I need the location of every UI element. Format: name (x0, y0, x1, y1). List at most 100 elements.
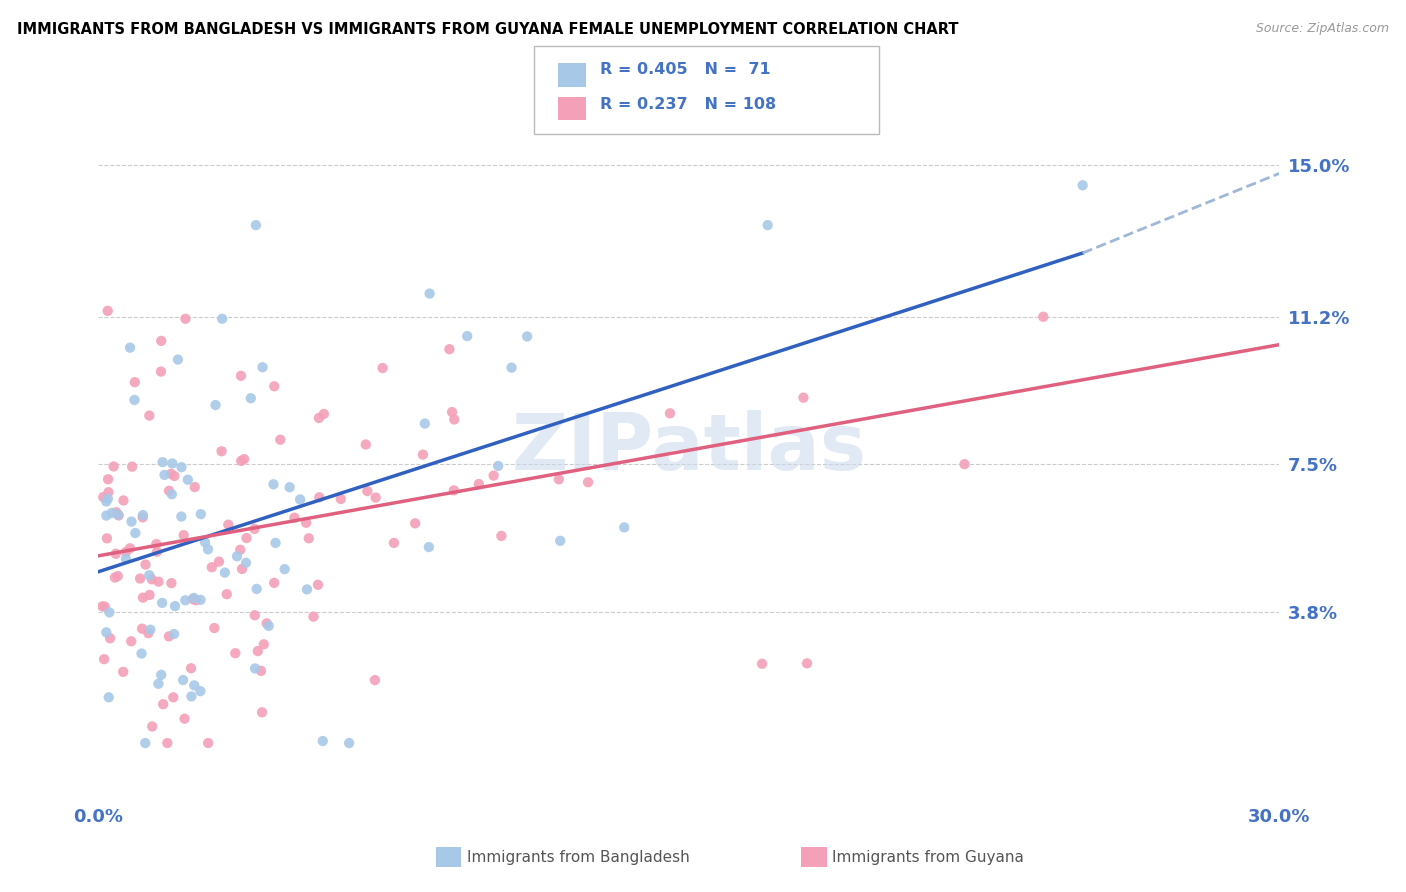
Point (312, 407, 335, 421)
Point (148, 574, 170, 589)
Point (288, 492, 311, 507)
Point (103, 459, 125, 474)
Point (263, 575, 285, 590)
Point (121, 459, 143, 474)
Point (131, 647, 153, 661)
Point (97, 690, 120, 705)
Point (131, 622, 153, 636)
Point (211, 444, 233, 458)
Point (156, 736, 179, 750)
Point (235, 556, 257, 570)
Point (419, 286, 441, 301)
Point (150, 596, 173, 610)
Point (107, 508, 129, 523)
Text: ZIPatlas: ZIPatlas (512, 410, 866, 486)
Point (382, 536, 405, 550)
Point (121, 515, 143, 529)
Point (1071, 178, 1094, 193)
Point (96, 532, 118, 546)
Point (211, 311, 233, 326)
Point (329, 491, 352, 506)
Point (96, 494, 118, 508)
Point (96, 625, 118, 640)
Point (224, 646, 246, 660)
Point (124, 375, 146, 389)
Text: IMMIGRANTS FROM BANGLADESH VS IMMIGRANTS FROM GUYANA FEMALE UNEMPLOYMENT CORRELA: IMMIGRANTS FROM BANGLADESH VS IMMIGRANTS… (17, 22, 959, 37)
Point (107, 569, 129, 583)
Point (157, 483, 180, 498)
Point (104, 547, 127, 561)
Point (138, 409, 160, 423)
Point (302, 609, 325, 624)
Point (202, 621, 225, 635)
Point (229, 542, 252, 557)
Point (163, 599, 186, 614)
Point (136, 626, 159, 640)
Point (233, 452, 256, 467)
Point (160, 487, 183, 501)
Point (231, 454, 253, 468)
Point (135, 558, 157, 572)
Point (197, 542, 219, 557)
Point (141, 572, 163, 586)
Point (115, 551, 138, 566)
Point (235, 531, 257, 545)
Point (120, 634, 142, 648)
Point (98, 606, 121, 620)
Point (307, 578, 329, 592)
Text: R = 0.237   N = 108: R = 0.237 N = 108 (600, 97, 776, 112)
Point (172, 673, 194, 687)
Point (295, 582, 318, 597)
Point (243, 661, 266, 675)
Point (152, 697, 174, 711)
Point (157, 629, 180, 643)
Point (953, 457, 976, 471)
Point (118, 541, 141, 556)
Point (516, 329, 538, 343)
Point (160, 467, 183, 481)
Text: R = 0.405   N =  71: R = 0.405 N = 71 (600, 62, 770, 77)
Point (298, 531, 321, 545)
Point (246, 582, 269, 596)
Point (173, 712, 195, 726)
Point (184, 480, 207, 494)
Point (145, 537, 167, 551)
Point (796, 657, 818, 671)
Point (208, 555, 231, 569)
Point (180, 690, 202, 704)
Point (163, 627, 186, 641)
Point (100, 506, 122, 520)
Point (124, 526, 146, 541)
Point (418, 540, 440, 554)
Point (576, 475, 599, 490)
Point (183, 591, 205, 605)
Text: Source: ZipAtlas.com: Source: ZipAtlas.com (1256, 22, 1389, 36)
Point (547, 472, 569, 486)
Point (239, 391, 262, 405)
Point (173, 528, 195, 542)
Point (132, 591, 155, 605)
Point (105, 505, 128, 519)
Point (468, 477, 491, 491)
Point (245, 218, 267, 232)
Point (491, 529, 513, 543)
Point (337, 736, 360, 750)
Point (308, 411, 330, 425)
Point (295, 516, 318, 530)
Point (263, 477, 285, 491)
Point (548, 533, 571, 548)
Point (443, 412, 465, 426)
Point (97, 485, 120, 500)
Point (215, 587, 238, 601)
Point (264, 536, 287, 550)
Point (150, 668, 173, 682)
Point (112, 493, 135, 508)
Point (124, 392, 146, 407)
Text: Immigrants from Guyana: Immigrants from Guyana (832, 850, 1024, 864)
Point (167, 352, 190, 367)
Point (150, 334, 173, 348)
Point (501, 360, 523, 375)
Point (756, 218, 779, 232)
Point (226, 549, 249, 564)
Point (181, 592, 204, 607)
